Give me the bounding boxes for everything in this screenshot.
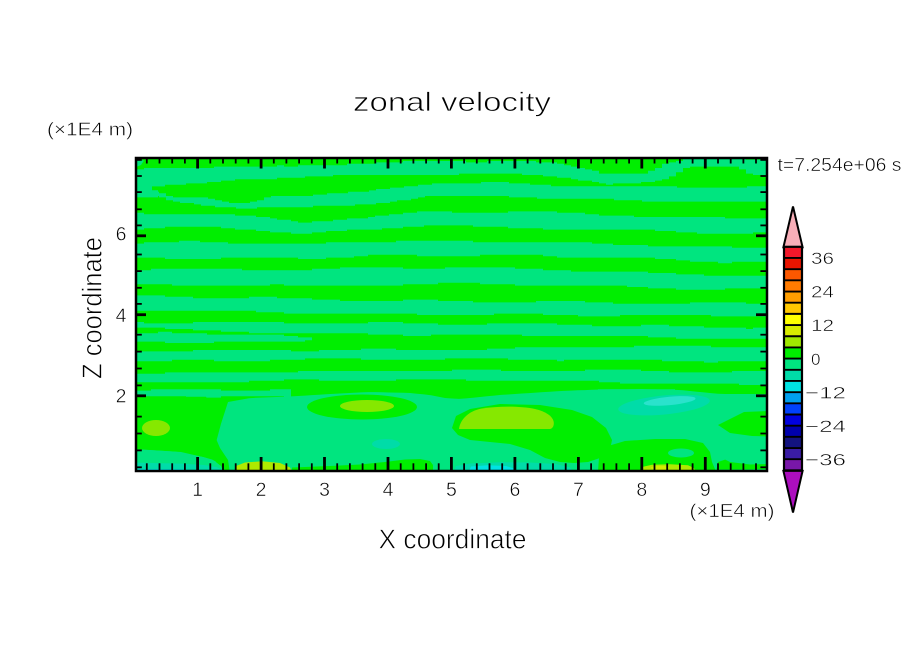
- svg-text:−12: −12: [805, 384, 846, 403]
- svg-text:36: 36: [811, 249, 834, 268]
- svg-text:X coordinate: X coordinate: [379, 524, 527, 555]
- svg-text:6: 6: [116, 224, 127, 246]
- svg-text:1: 1: [192, 479, 203, 501]
- svg-text:(×1E4 m): (×1E4 m): [47, 120, 133, 140]
- svg-text:2: 2: [116, 386, 127, 408]
- svg-text:(×1E4 m): (×1E4 m): [690, 501, 775, 521]
- svg-text:4: 4: [116, 305, 127, 327]
- svg-text:12: 12: [811, 316, 834, 335]
- svg-text:2: 2: [256, 479, 267, 501]
- svg-text:0: 0: [811, 350, 820, 369]
- svg-text:3: 3: [319, 479, 330, 501]
- svg-text:zonal velocity: zonal velocity: [353, 87, 552, 117]
- svg-text:6: 6: [509, 479, 520, 501]
- svg-text:5: 5: [446, 479, 457, 501]
- svg-text:9: 9: [700, 479, 711, 501]
- svg-text:Z coordinate: Z coordinate: [77, 237, 108, 379]
- svg-text:4: 4: [383, 479, 394, 501]
- svg-text:8: 8: [636, 479, 647, 501]
- svg-text:−24: −24: [805, 417, 846, 436]
- svg-text:7: 7: [573, 479, 584, 501]
- svg-text:24: 24: [811, 283, 834, 302]
- svg-text:t=7.254e+06 s: t=7.254e+06 s: [778, 155, 902, 175]
- svg-text:−36: −36: [805, 450, 846, 469]
